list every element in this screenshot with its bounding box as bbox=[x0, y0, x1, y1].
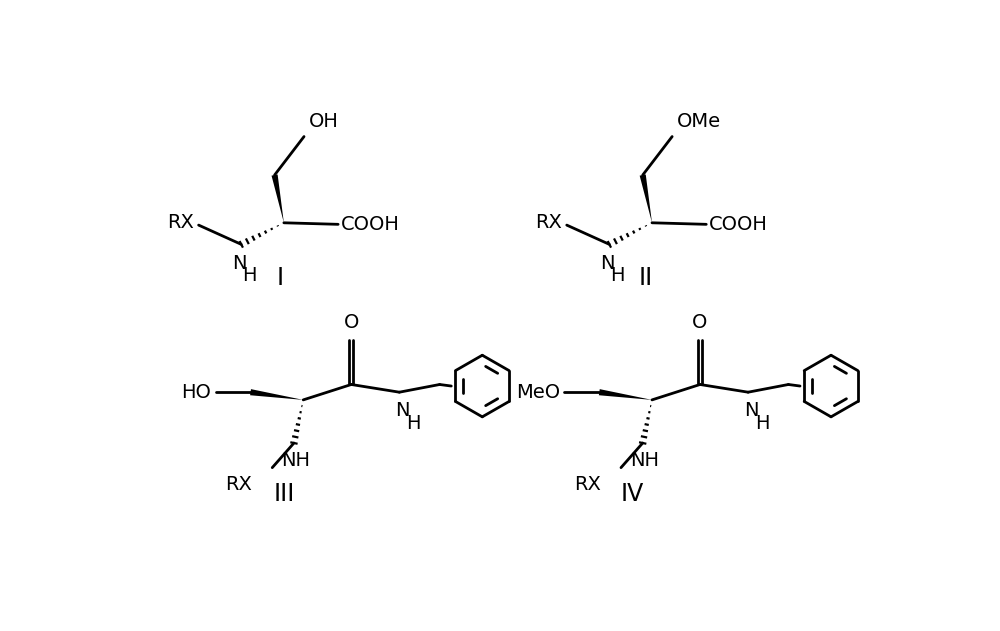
Text: OH: OH bbox=[309, 112, 339, 131]
Text: NH: NH bbox=[281, 451, 310, 469]
Text: H: H bbox=[755, 414, 769, 433]
Text: III: III bbox=[273, 482, 295, 506]
Text: I: I bbox=[276, 266, 284, 290]
Text: COOH: COOH bbox=[341, 215, 400, 234]
Polygon shape bbox=[250, 389, 303, 400]
Text: O: O bbox=[344, 313, 359, 332]
Text: RX: RX bbox=[535, 213, 562, 232]
Text: RX: RX bbox=[167, 213, 194, 232]
Text: RX: RX bbox=[225, 475, 252, 494]
Text: N: N bbox=[395, 401, 410, 420]
Text: N: N bbox=[600, 254, 614, 273]
Text: II: II bbox=[639, 266, 653, 290]
Text: O: O bbox=[692, 313, 708, 332]
Text: COOH: COOH bbox=[709, 215, 768, 234]
Text: N: N bbox=[744, 401, 758, 420]
Polygon shape bbox=[599, 389, 652, 400]
Text: OMe: OMe bbox=[677, 112, 721, 131]
Text: H: H bbox=[242, 266, 256, 285]
Polygon shape bbox=[640, 174, 652, 223]
Text: IV: IV bbox=[621, 482, 644, 506]
Text: N: N bbox=[232, 254, 246, 273]
Text: RX: RX bbox=[574, 475, 601, 494]
Text: HO: HO bbox=[181, 382, 211, 402]
Text: H: H bbox=[610, 266, 624, 285]
Text: MeO: MeO bbox=[516, 382, 560, 402]
Polygon shape bbox=[272, 174, 284, 223]
Text: NH: NH bbox=[630, 451, 659, 469]
Text: H: H bbox=[406, 414, 421, 433]
